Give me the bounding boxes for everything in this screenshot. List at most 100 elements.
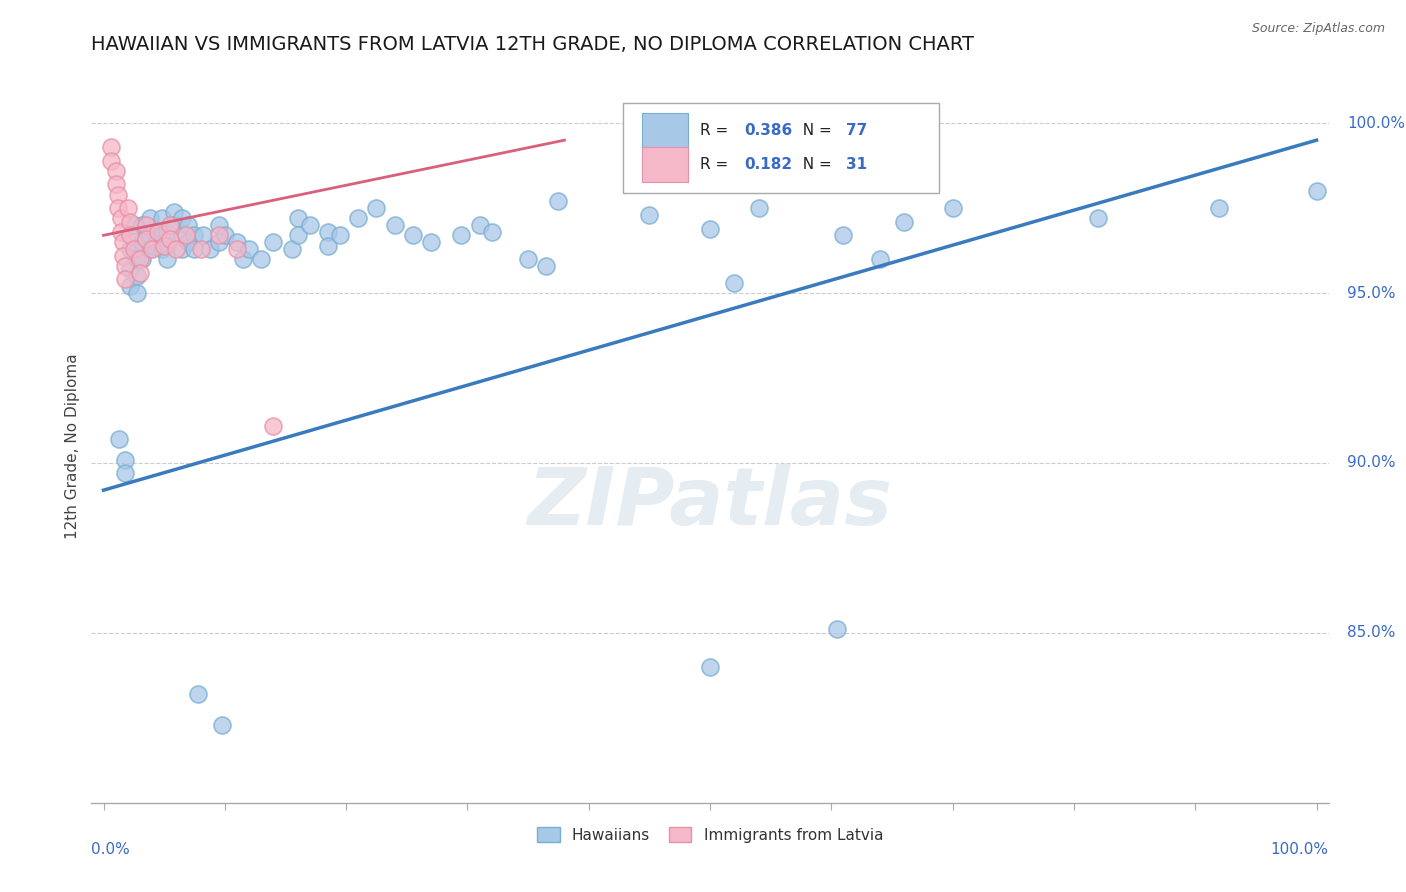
Point xyxy=(104,178,127,192)
Point xyxy=(177,218,200,232)
Point xyxy=(100,153,122,168)
Text: N =: N = xyxy=(793,123,837,138)
Point xyxy=(547,194,569,209)
Text: 100.0%: 100.0% xyxy=(1347,116,1405,131)
Point xyxy=(146,225,169,239)
Point xyxy=(832,228,855,243)
Text: HAWAIIAN VS IMMIGRANTS FROM LATVIA 12TH GRADE, NO DIPLOMA CORRELATION CHART: HAWAIIAN VS IMMIGRANTS FROM LATVIA 12TH … xyxy=(91,35,974,54)
Point xyxy=(122,218,145,232)
Legend: Hawaiians, Immigrants from Latvia: Hawaiians, Immigrants from Latvia xyxy=(530,821,890,848)
FancyBboxPatch shape xyxy=(623,103,939,193)
Point xyxy=(280,242,302,256)
Point xyxy=(226,242,249,256)
Point xyxy=(187,687,209,701)
Point xyxy=(450,228,472,243)
Point xyxy=(638,208,661,222)
Point xyxy=(111,249,134,263)
Point xyxy=(143,238,166,252)
Point xyxy=(155,252,177,266)
Point xyxy=(131,218,153,232)
Point xyxy=(114,466,136,480)
Text: 0.0%: 0.0% xyxy=(91,842,131,857)
Text: 0.386: 0.386 xyxy=(745,123,793,138)
Point xyxy=(143,225,166,239)
Point xyxy=(1087,211,1109,226)
Point xyxy=(214,228,236,243)
Point xyxy=(481,225,503,239)
Y-axis label: 12th Grade, No Diploma: 12th Grade, No Diploma xyxy=(65,353,80,539)
Point xyxy=(174,228,197,243)
Point xyxy=(122,242,145,256)
Point xyxy=(191,228,214,243)
Point xyxy=(117,201,139,215)
Point xyxy=(104,163,127,178)
Point xyxy=(114,259,136,273)
Point xyxy=(1305,184,1327,198)
Point xyxy=(208,228,231,243)
Text: R =: R = xyxy=(700,123,734,138)
Point xyxy=(172,211,194,226)
Point xyxy=(107,201,129,215)
Point xyxy=(127,252,149,266)
Point xyxy=(150,242,173,256)
Point xyxy=(122,235,145,249)
Point xyxy=(190,242,212,256)
Point xyxy=(129,266,152,280)
Point xyxy=(155,225,177,239)
Point xyxy=(869,252,891,266)
Point xyxy=(127,286,149,301)
Point xyxy=(163,204,186,219)
Text: ZIPatlas: ZIPatlas xyxy=(527,464,893,542)
Point xyxy=(135,218,157,232)
Point xyxy=(238,242,260,256)
Point xyxy=(110,225,132,239)
Point xyxy=(120,228,142,243)
Point xyxy=(155,238,177,252)
Point xyxy=(316,225,339,239)
Point xyxy=(329,228,352,243)
Point xyxy=(287,228,309,243)
Point xyxy=(138,211,160,226)
Point xyxy=(366,201,388,215)
FancyBboxPatch shape xyxy=(643,113,688,148)
Point xyxy=(114,272,136,286)
Text: R =: R = xyxy=(700,157,734,171)
Point xyxy=(468,218,491,232)
Point xyxy=(100,140,122,154)
Point xyxy=(120,215,142,229)
Point xyxy=(287,211,309,226)
Point xyxy=(699,660,721,674)
Point xyxy=(420,235,443,249)
Point xyxy=(172,242,194,256)
FancyBboxPatch shape xyxy=(643,146,688,182)
Point xyxy=(893,215,915,229)
Point xyxy=(138,228,160,243)
Text: Source: ZipAtlas.com: Source: ZipAtlas.com xyxy=(1251,22,1385,36)
Point xyxy=(129,252,152,266)
Point xyxy=(131,252,153,266)
Point xyxy=(1208,201,1230,215)
Point xyxy=(517,252,540,266)
Point xyxy=(298,218,321,232)
Point xyxy=(347,211,370,226)
Point xyxy=(183,242,205,256)
Point xyxy=(316,238,339,252)
Point xyxy=(402,228,425,243)
Point xyxy=(250,252,273,266)
Point xyxy=(699,221,721,235)
Point xyxy=(208,235,231,249)
Text: N =: N = xyxy=(793,157,837,171)
Point xyxy=(153,238,176,252)
Point xyxy=(127,269,149,284)
Point xyxy=(131,235,153,249)
Text: 90.0%: 90.0% xyxy=(1347,456,1396,470)
Text: 85.0%: 85.0% xyxy=(1347,625,1396,640)
Text: 95.0%: 95.0% xyxy=(1347,285,1396,301)
Point xyxy=(150,228,173,243)
Point xyxy=(135,232,157,246)
Point xyxy=(942,201,965,215)
Point xyxy=(226,235,249,249)
Point xyxy=(159,218,181,232)
Point xyxy=(163,218,186,232)
Point xyxy=(150,211,173,226)
